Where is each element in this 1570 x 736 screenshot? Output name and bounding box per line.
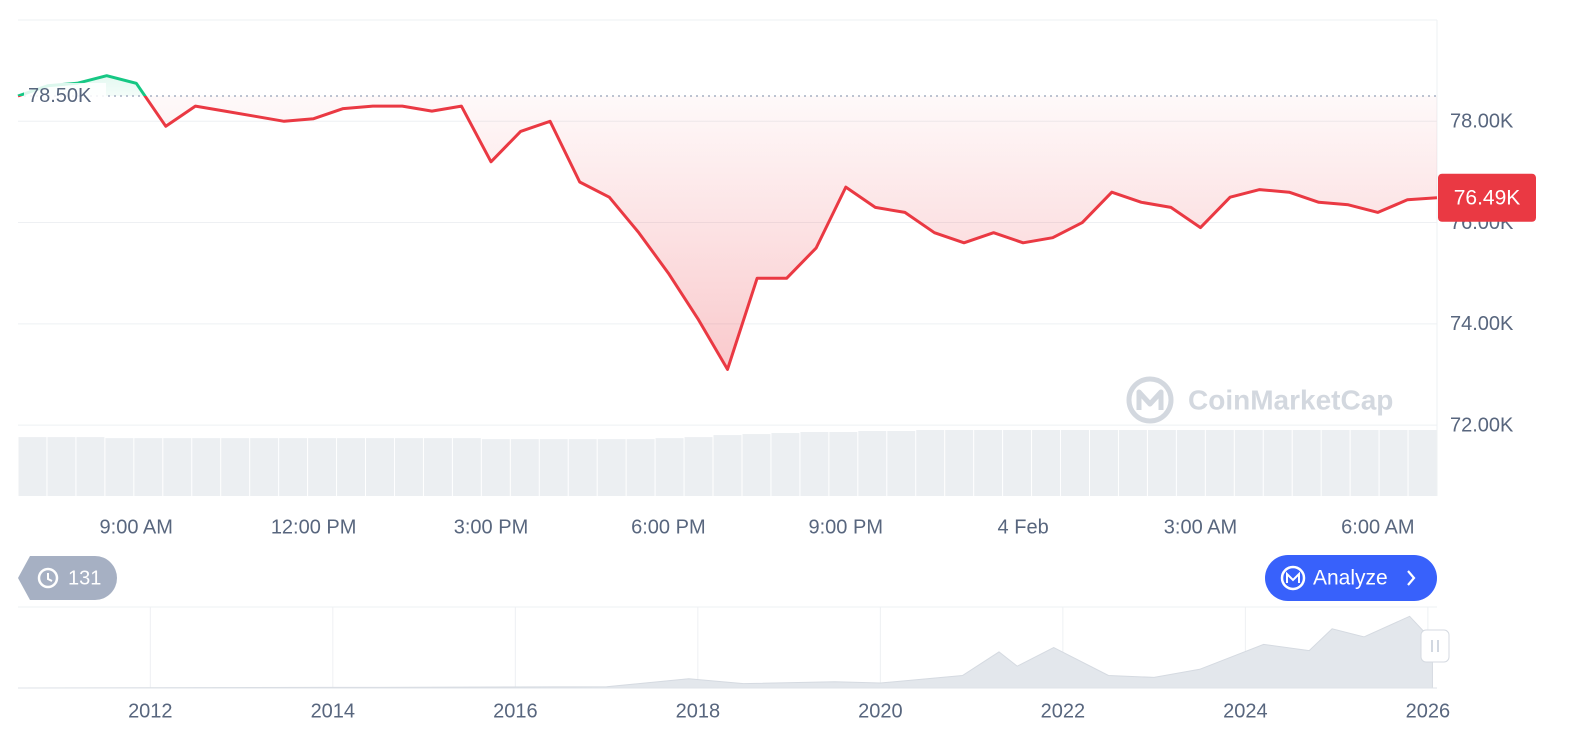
navigator-tick-label: 2014 (311, 700, 356, 722)
button-label: Analyze (1313, 567, 1388, 590)
volume-bar (916, 430, 945, 496)
price-line (17, 74, 1438, 371)
volume-bar (1032, 430, 1061, 496)
handle-box (1420, 629, 1450, 663)
volume-bar (1408, 430, 1437, 496)
volume-bar (308, 438, 337, 496)
volume-bar (481, 439, 510, 496)
volume-bar (192, 438, 221, 496)
analyze-button[interactable]: Analyze (1265, 555, 1437, 601)
volume-bar (366, 438, 394, 496)
volume-bar (76, 437, 105, 496)
volume-bar (134, 438, 163, 496)
volume-bar (887, 431, 916, 496)
volume-bar (1147, 430, 1176, 496)
navigator-tick-label: 2026 (1406, 700, 1451, 722)
volume-bar (279, 438, 308, 496)
volume-bar (597, 439, 626, 496)
volume-bar (1089, 430, 1118, 496)
history-badge[interactable]: 131 (18, 556, 117, 600)
y-tick-label: 78.00K (1450, 111, 1514, 133)
volume-bar (1350, 430, 1379, 496)
volume-bar (221, 438, 250, 496)
volume-bar (510, 439, 539, 496)
volume-bar (1176, 430, 1205, 496)
x-tick-label: 3:00 PM (454, 516, 528, 538)
volume-bar (1205, 430, 1234, 496)
volume-bar (771, 433, 800, 496)
price-area (18, 75, 1437, 370)
volume-bar (1292, 430, 1321, 496)
x-tick-label: 9:00 AM (100, 516, 173, 538)
volume-bar (1321, 430, 1350, 496)
navigator-tick-label: 2018 (676, 700, 721, 722)
volume-bar (47, 437, 76, 496)
volume-bar (1118, 430, 1147, 496)
volume-bar (250, 438, 279, 496)
navigator-tick-label: 2016 (493, 700, 538, 722)
volume-bar (1234, 430, 1263, 496)
navigator-tick-label: 2024 (1223, 700, 1268, 722)
volume-bar (163, 438, 192, 496)
volume-bar (1379, 430, 1408, 496)
navigator-handle[interactable] (1420, 629, 1450, 663)
volume-bar (945, 430, 974, 496)
x-tick-label: 9:00 PM (809, 516, 883, 538)
navigator-tick-label: 2022 (1041, 700, 1086, 722)
volume-bar (105, 438, 134, 496)
history-count: 131 (68, 567, 101, 589)
x-tick-label: 12:00 PM (271, 516, 357, 538)
x-tick-label: 4 Feb (998, 516, 1049, 538)
y-tick-label: 72.00K (1450, 414, 1514, 436)
watermark: CoinMarketCap (1126, 376, 1393, 424)
volume-bar (1263, 430, 1292, 496)
volume-bar (1003, 430, 1032, 496)
volume-bar (568, 439, 597, 496)
volume-bar (684, 437, 713, 496)
navigator-area (22, 615, 1433, 689)
volume-bar (394, 438, 423, 496)
volume-bar (539, 439, 568, 496)
x-tick-label: 6:00 PM (631, 516, 705, 538)
volume-bar (974, 430, 1003, 496)
volume-bar (18, 437, 47, 496)
volume-bar (800, 432, 829, 496)
x-tick-label: 3:00 AM (1164, 516, 1237, 538)
volume-bar (655, 438, 684, 496)
x-tick-label: 6:00 AM (1341, 516, 1414, 538)
last-price-badge (1438, 173, 1536, 222)
watermark-text: CoinMarketCap (1188, 384, 1393, 415)
volume-bar (423, 438, 452, 496)
last-price-label: 76.49K (1454, 186, 1521, 209)
navigator-tick-label: 2020 (858, 700, 903, 722)
volume-bar (1061, 430, 1089, 496)
volume-bar (858, 431, 887, 496)
reference-label: 78.50K (28, 85, 92, 107)
reference-label-bg (24, 82, 106, 109)
navigator-tick-label: 2012 (128, 700, 173, 722)
volume-bar (337, 438, 366, 496)
volume-bar (452, 438, 481, 496)
volume-bar (713, 435, 742, 496)
volume-bar (742, 434, 771, 496)
volume-bar (626, 439, 655, 496)
y-tick-label: 74.00K (1450, 313, 1514, 335)
volume-bar (829, 432, 858, 496)
